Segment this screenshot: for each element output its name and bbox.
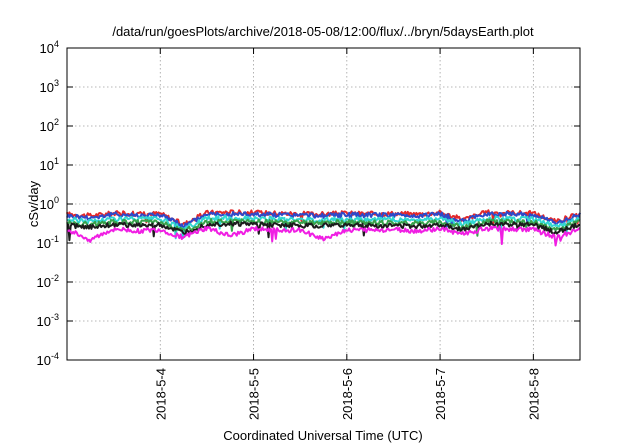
y-tick-label-base: 10 [40, 41, 54, 56]
y-tick-label-base: 10 [37, 314, 51, 329]
series-layer [66, 209, 581, 247]
y-tick-label-exponent: -2 [51, 273, 59, 283]
y-tick-label-exponent: -3 [51, 312, 59, 322]
y-tick-label-base: 10 [37, 236, 51, 251]
y-tick-label: 104 [40, 39, 59, 56]
x-axis-label: Coordinated Universal Time (UTC) [223, 428, 422, 443]
y-tick-label-base: 10 [40, 158, 54, 173]
y-tick-label-base: 10 [40, 119, 54, 134]
y-tick-label-base: 10 [40, 197, 54, 212]
x-tick-label: 2018-5-7 [433, 368, 448, 420]
data-series-line [66, 220, 581, 242]
y-tick-label-exponent: 0 [54, 195, 59, 205]
y-tick-label-exponent: -1 [51, 234, 59, 244]
y-tick-label-exponent: 1 [54, 156, 59, 166]
y-tick-label: 10-1 [37, 234, 59, 251]
grid-layer [67, 48, 580, 360]
y-tick-label: 101 [40, 156, 59, 173]
y-tick-label-base: 10 [40, 80, 54, 95]
chart-title: /data/run/goesPlots/archive/2018-05-08/1… [112, 24, 534, 39]
data-series-line [66, 225, 581, 247]
y-tick-label: 100 [40, 195, 59, 212]
y-tick-label-exponent: 2 [54, 117, 59, 127]
y-tick-label: 103 [40, 78, 59, 95]
y-tick-label-base: 10 [37, 353, 51, 368]
y-tick-label-exponent: -4 [51, 351, 59, 361]
y-axis-label: cSv/day [26, 180, 41, 227]
y-tick-label: 10-3 [37, 312, 59, 329]
y-tick-label: 102 [40, 117, 59, 134]
data-series-line [66, 210, 581, 229]
x-tick-label: 2018-5-5 [247, 368, 262, 420]
y-tick-label-exponent: 3 [54, 78, 59, 88]
x-tick-label: 2018-5-4 [153, 368, 168, 420]
x-tick-label: 2018-5-8 [526, 368, 541, 420]
x-tick-label: 2018-5-6 [340, 368, 355, 420]
y-tick-label-base: 10 [37, 275, 51, 290]
y-tick-label: 10-4 [37, 351, 59, 368]
y-tick-label: 10-2 [37, 273, 59, 290]
y-tick-label-exponent: 4 [54, 39, 59, 49]
